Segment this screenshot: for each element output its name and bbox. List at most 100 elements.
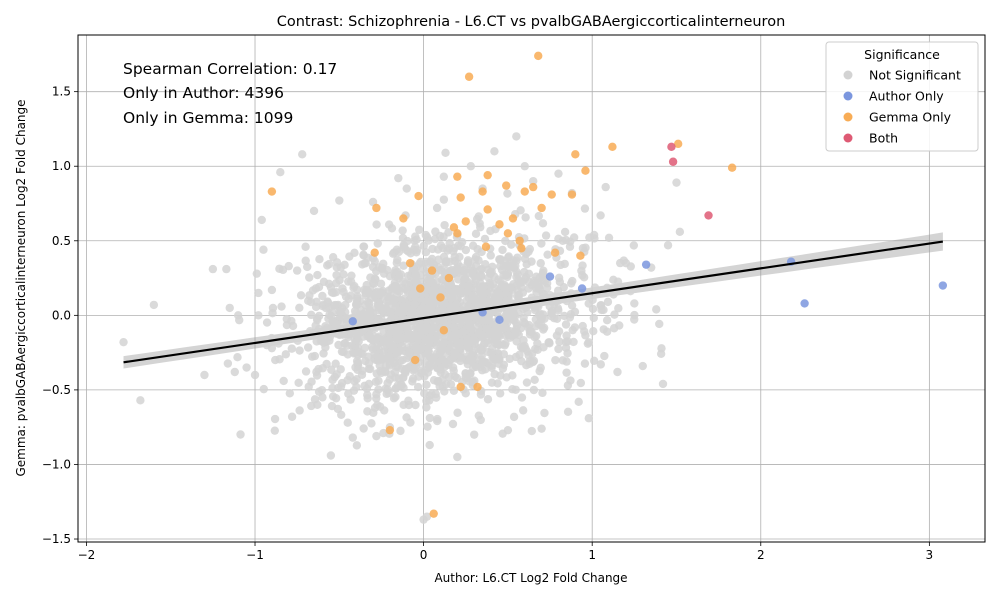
- gemma-only-point: [399, 214, 408, 223]
- not-significant-point: [254, 288, 263, 298]
- not-significant-point: [609, 290, 618, 299]
- not-significant-point: [314, 282, 324, 292]
- not-significant-point: [441, 148, 450, 157]
- not-significant-point: [368, 335, 377, 344]
- not-significant-point: [385, 359, 395, 368]
- not-significant-point: [392, 332, 401, 341]
- not-significant-point: [534, 211, 544, 221]
- gemma-only-point: [456, 382, 465, 392]
- not-significant-point: [613, 367, 622, 377]
- not-significant-point: [344, 389, 353, 398]
- not-significant-point: [270, 414, 280, 424]
- gemma-only-point: [673, 139, 683, 149]
- not-significant-point: [432, 203, 442, 213]
- gemma-only-point: [456, 193, 465, 202]
- not-significant-point: [551, 355, 560, 365]
- not-significant-point: [392, 245, 402, 254]
- not-significant-point: [438, 375, 447, 384]
- not-significant-point: [392, 283, 402, 292]
- not-significant-point: [485, 310, 494, 319]
- not-significant-point: [444, 228, 453, 237]
- not-significant-point: [230, 367, 239, 377]
- both-point: [704, 211, 713, 220]
- not-significant-point: [425, 362, 435, 371]
- not-significant-point: [437, 275, 447, 284]
- not-significant-point: [411, 277, 420, 286]
- not-significant-point: [472, 214, 482, 224]
- not-significant-point: [490, 147, 499, 156]
- not-significant-point: [485, 268, 495, 277]
- not-significant-point: [610, 310, 619, 319]
- not-significant-point: [361, 291, 370, 300]
- not-significant-point: [287, 316, 296, 326]
- not-significant-point: [233, 311, 243, 320]
- not-significant-point: [638, 361, 647, 371]
- not-significant-point: [119, 337, 128, 347]
- not-significant-point: [596, 360, 606, 369]
- not-significant-point: [328, 375, 337, 385]
- not-significant-point: [344, 294, 353, 304]
- not-significant-point: [600, 351, 609, 361]
- not-significant-point: [276, 167, 285, 177]
- not-significant-point: [560, 227, 570, 237]
- author-only-point: [577, 284, 587, 293]
- not-significant-point: [519, 313, 528, 323]
- not-significant-point: [339, 347, 348, 357]
- not-significant-point: [494, 330, 503, 339]
- not-significant-point: [517, 393, 527, 402]
- not-significant-point: [527, 426, 536, 436]
- gemma-only-point: [405, 258, 415, 268]
- not-significant-point: [468, 241, 478, 250]
- not-significant-point: [394, 173, 403, 183]
- not-significant-point: [394, 325, 403, 334]
- not-significant-point: [271, 355, 280, 365]
- not-significant-point: [446, 380, 456, 389]
- gemma-only-point: [520, 187, 529, 196]
- not-significant-point: [420, 389, 429, 398]
- gemma-only-point: [267, 187, 277, 196]
- not-significant-point: [490, 370, 499, 379]
- not-significant-point: [505, 283, 514, 292]
- not-significant-point: [257, 215, 266, 225]
- not-significant-point: [444, 372, 454, 382]
- not-significant-point: [284, 261, 293, 271]
- not-significant-point: [438, 339, 448, 349]
- not-significant-point: [326, 283, 336, 292]
- not-significant-point: [295, 406, 304, 415]
- not-significant-point: [501, 236, 510, 246]
- not-significant-point: [569, 233, 579, 242]
- legend-label: Gemma Only: [869, 110, 952, 125]
- not-significant-point: [652, 305, 661, 314]
- not-significant-point: [399, 383, 408, 392]
- gemma-only-point: [453, 229, 462, 238]
- not-significant-point: [356, 349, 365, 358]
- gemma-only-point: [385, 425, 395, 435]
- not-significant-point: [365, 364, 375, 374]
- not-significant-point: [372, 394, 381, 403]
- not-significant-point: [301, 242, 310, 251]
- y-axis-label: Gemma: pvalbGABAergiccorticalinterneuron…: [14, 99, 28, 476]
- not-significant-point: [312, 371, 322, 380]
- both-point: [667, 142, 676, 152]
- not-significant-point: [401, 368, 410, 378]
- not-significant-point: [492, 336, 502, 345]
- not-significant-point: [468, 348, 478, 357]
- not-significant-point: [236, 430, 245, 439]
- not-significant-point: [470, 283, 480, 293]
- not-significant-point: [561, 235, 571, 245]
- not-significant-point: [406, 418, 415, 427]
- not-significant-point: [522, 378, 532, 387]
- not-significant-point: [520, 162, 529, 171]
- not-significant-point: [521, 213, 530, 222]
- not-significant-point: [565, 242, 575, 251]
- not-significant-point: [359, 250, 368, 259]
- not-significant-point: [431, 227, 440, 236]
- not-significant-point: [313, 270, 322, 280]
- not-significant-point: [403, 271, 413, 281]
- not-significant-point: [456, 338, 465, 348]
- not-significant-point: [445, 239, 454, 248]
- not-significant-point: [672, 178, 681, 187]
- not-significant-point: [372, 431, 381, 441]
- not-significant-point: [537, 239, 546, 248]
- not-significant-point: [396, 426, 405, 436]
